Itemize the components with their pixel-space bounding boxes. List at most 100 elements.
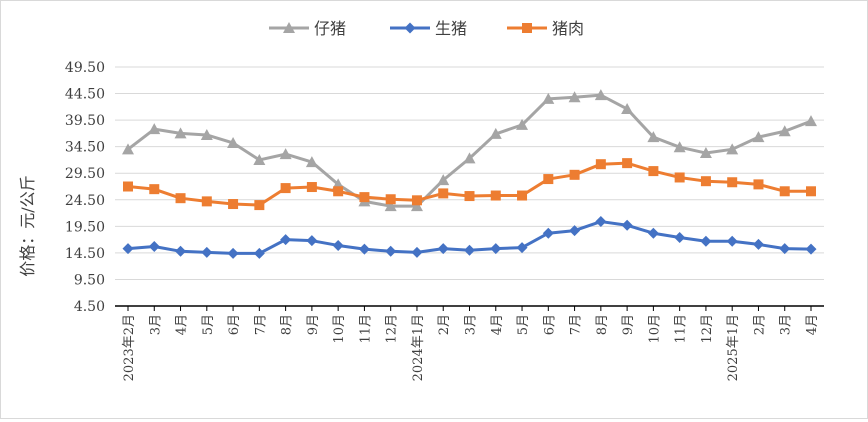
data-point bbox=[674, 231, 686, 243]
data-point bbox=[568, 91, 581, 103]
data-point bbox=[280, 234, 292, 246]
data-point bbox=[228, 199, 239, 210]
x-tick-label: 11月 bbox=[358, 314, 373, 344]
data-point bbox=[437, 174, 450, 186]
data-point bbox=[148, 123, 161, 135]
y-tick-label: 34.50 bbox=[65, 140, 105, 156]
y-tick-label: 49.50 bbox=[65, 60, 105, 76]
data-point bbox=[806, 186, 816, 197]
y-tick-label: 14.50 bbox=[65, 246, 105, 262]
data-point bbox=[464, 244, 475, 256]
legend-label: 猪肉 bbox=[552, 19, 584, 38]
x-tick-label: 2023年2月 bbox=[122, 314, 137, 381]
data-point bbox=[122, 243, 134, 255]
data-point bbox=[411, 195, 422, 206]
data-point bbox=[805, 115, 817, 127]
x-tick-label: 2月 bbox=[752, 314, 767, 335]
data-point bbox=[569, 225, 581, 237]
data-point bbox=[201, 246, 213, 258]
data-point bbox=[674, 172, 685, 183]
x-axis: 2023年2月 3月 4月 5月 6月 7月 8月 9月 10月 11月 12月 2024年1月 2月 3… bbox=[115, 305, 824, 381]
legend-label: 生猪 bbox=[435, 19, 467, 38]
data-point bbox=[778, 125, 791, 137]
legend-marker bbox=[283, 22, 295, 33]
data-point bbox=[306, 182, 317, 193]
data-point bbox=[726, 143, 739, 155]
data-point bbox=[673, 141, 686, 153]
data-point bbox=[752, 131, 765, 143]
x-tick-label: 3月 bbox=[779, 314, 794, 335]
data-point bbox=[280, 183, 291, 194]
x-tick-label: 7月 bbox=[253, 314, 268, 335]
x-tick-label: 5月 bbox=[516, 314, 531, 335]
data-point bbox=[516, 118, 529, 130]
data-point bbox=[333, 186, 344, 197]
data-point bbox=[490, 190, 501, 201]
data-point bbox=[305, 156, 318, 168]
data-point bbox=[148, 241, 160, 253]
data-point bbox=[648, 166, 659, 177]
y-tick-label: 39.50 bbox=[65, 113, 105, 129]
x-tick-label: 10月 bbox=[332, 314, 347, 344]
x-tick-label: 10月 bbox=[647, 314, 662, 344]
data-point bbox=[543, 174, 554, 185]
data-point bbox=[253, 247, 265, 259]
data-point bbox=[437, 243, 449, 255]
legend: 仔猪 生猪 猪肉 bbox=[269, 19, 584, 38]
data-point bbox=[779, 186, 790, 197]
data-point bbox=[621, 102, 634, 114]
data-point bbox=[411, 246, 423, 258]
data-point bbox=[779, 243, 791, 255]
x-tick-label: 6月 bbox=[542, 314, 557, 335]
legend-label: 仔猪 bbox=[314, 19, 346, 38]
y-tick-label: 24.50 bbox=[65, 193, 105, 209]
data-point bbox=[149, 184, 160, 195]
series-line bbox=[127, 93, 812, 208]
x-tick-label: 8月 bbox=[280, 314, 295, 335]
x-tick-label: 3月 bbox=[464, 314, 479, 335]
y-tick-labels: 4.50 9.50 14.50 19.50 24.50 29.50 34.50 39.50 44… bbox=[65, 60, 105, 315]
data-point bbox=[464, 191, 475, 202]
data-point bbox=[175, 245, 187, 257]
data-point bbox=[253, 153, 266, 165]
y-tick-label: 29.50 bbox=[65, 166, 105, 182]
data-point bbox=[727, 177, 738, 188]
data-point bbox=[622, 158, 633, 169]
x-tick-label: 4月 bbox=[805, 314, 820, 335]
x-tick-label: 6月 bbox=[227, 314, 242, 335]
data-point bbox=[201, 196, 212, 207]
y-axis-label: 价格：元/公斤 bbox=[18, 175, 37, 276]
data-point bbox=[595, 216, 607, 228]
data-point bbox=[410, 200, 423, 212]
data-point bbox=[805, 243, 817, 255]
y-tick-label: 44.50 bbox=[65, 87, 105, 103]
data-point bbox=[306, 235, 318, 247]
data-point bbox=[200, 128, 213, 140]
data-point bbox=[438, 188, 449, 199]
x-tick-label: 9月 bbox=[306, 314, 321, 335]
data-point bbox=[700, 176, 711, 187]
series-layer bbox=[122, 89, 817, 259]
x-tick-label: 4月 bbox=[175, 314, 190, 335]
x-tick-label: 2月 bbox=[437, 314, 452, 335]
x-tick-label: 11月 bbox=[674, 314, 689, 344]
data-point bbox=[332, 239, 344, 251]
legend-marker bbox=[522, 23, 532, 33]
data-point bbox=[542, 92, 555, 104]
x-tick-label: 7月 bbox=[569, 314, 584, 335]
x-tick-label: 2025年1月 bbox=[726, 314, 741, 381]
data-point bbox=[463, 152, 476, 164]
data-point bbox=[254, 200, 265, 211]
data-point bbox=[569, 169, 580, 180]
x-tick-label: 3月 bbox=[148, 314, 163, 335]
data-point bbox=[489, 127, 502, 139]
x-tick-label: 8月 bbox=[595, 314, 610, 335]
data-point bbox=[385, 245, 397, 257]
x-tick-label: 4月 bbox=[490, 314, 505, 335]
data-point bbox=[279, 148, 292, 160]
data-point bbox=[359, 192, 370, 203]
data-point bbox=[753, 179, 764, 190]
data-point bbox=[700, 235, 712, 247]
x-tick-label: 12月 bbox=[700, 314, 715, 344]
